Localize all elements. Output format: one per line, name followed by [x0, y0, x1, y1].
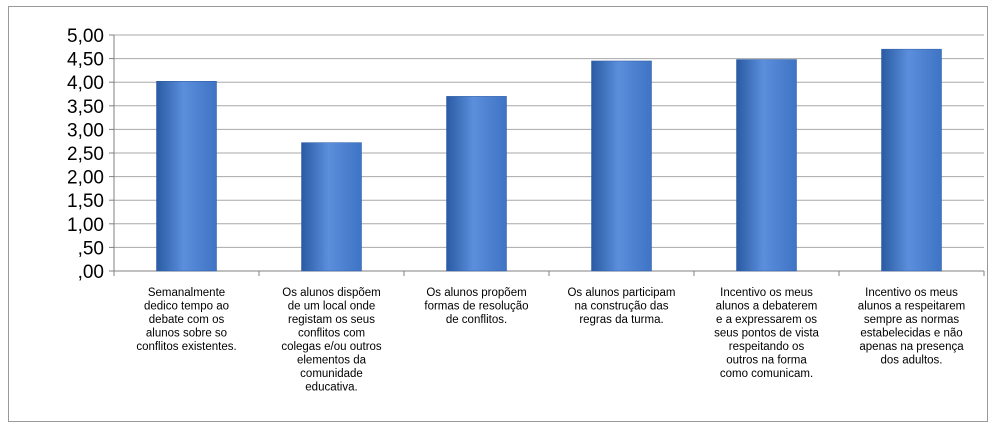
x-category-label: Incentivo os meus alunos a respeitarem sem…: [858, 287, 965, 367]
x-category-label: Os alunos participam na construção das reg…: [567, 287, 675, 326]
bar-chart: ,00 ,501,00 1,502,00 2,50 3,003,50 4,004,50 5,…: [67, 26, 985, 394]
y-tick-label: 4,50: [67, 50, 104, 71]
bar: [156, 81, 217, 272]
bars: [156, 48, 942, 272]
category-labels: Semanalmente dedico tempo ao debate com os…: [136, 287, 965, 394]
bar: [591, 60, 652, 272]
x-category-label: Os alunos dispõem de um local onde regista…: [281, 287, 382, 394]
y-tick-label: 2,00: [67, 168, 104, 189]
bar: [301, 142, 362, 272]
x-category-label: Os alunos propõem formas de resolução de c…: [424, 287, 528, 326]
y-tick-label: 2,50: [67, 144, 104, 165]
y-tick-label: 3,00: [67, 120, 104, 141]
y-tick-label: 5,00: [67, 26, 104, 47]
y-tick-label: 3,50: [67, 97, 104, 118]
y-tick-label: ,50: [78, 238, 104, 259]
bar: [446, 96, 507, 272]
axes: [109, 34, 985, 276]
gridlines: [114, 34, 984, 272]
bar: [736, 59, 797, 272]
y-tick-label: 1,50: [67, 191, 104, 212]
bar: [881, 48, 942, 272]
y-tick-label: ,00: [78, 262, 104, 283]
y-tick-label: 4,00: [67, 73, 104, 94]
x-category-label: Semanalmente dedico tempo ao debate com os…: [136, 287, 236, 353]
chart-frame: ,00 ,50 1,00 1,50 2,00 2,50 3,00 3,50 4,00 4,50 5,…: [8, 6, 988, 422]
y-tick-labels: ,00 ,501,00 1,502,00 2,50 3,003,50 4,004,50 5,…: [67, 26, 104, 283]
x-category-label: Incentivo os meus alunos a debaterem e a e…: [714, 287, 819, 380]
y-tick-label: 1,00: [67, 215, 104, 236]
